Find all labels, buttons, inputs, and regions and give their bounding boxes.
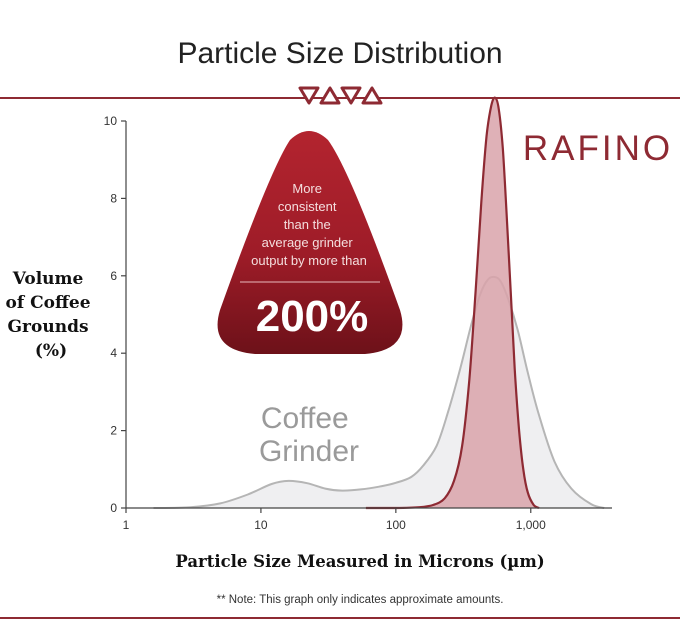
callout-value: 200% (256, 292, 369, 341)
series-label-line: Coffee (261, 402, 349, 435)
brand-name: RAFINO (523, 129, 673, 168)
x-tick-label: 100 (386, 518, 406, 532)
callout-text-line: than the (284, 217, 331, 232)
series-label-line: Grinder (259, 435, 359, 468)
y-axis-label-line: Volume (12, 269, 84, 289)
callout-text-line: More (292, 181, 322, 196)
callout-text-line: consistent (278, 199, 337, 214)
callout-text-line: average grinder (262, 235, 354, 250)
callout-text-line: output by more than (251, 253, 367, 268)
y-axis-label-line: of Coffee (6, 293, 91, 313)
x-tick-label: 1,000 (516, 518, 546, 532)
series-line-rafino (365, 96, 540, 510)
x-tick-label: 1 (123, 518, 130, 532)
x-tick-label: 10 (254, 518, 268, 532)
triangle-ornament-icon (298, 86, 383, 105)
ticks: 0 2 4 6 8 10 1 10 100 1,000 (104, 114, 546, 532)
series-layer (153, 96, 605, 510)
x-axis-label: Particle Size Measured in Microns (µm) (175, 552, 544, 571)
y-tick-label: 4 (110, 346, 117, 360)
consistency-callout: More consistent than the average grinder… (217, 131, 403, 354)
y-tick-label: 6 (110, 269, 117, 283)
y-tick-label: 10 (104, 114, 118, 128)
y-axis-label-line: Grounds (8, 317, 89, 337)
y-tick-label: 0 (110, 501, 117, 515)
series-line-coffee-grinder (153, 275, 605, 509)
callout-text: More consistent than the average grinder… (251, 181, 367, 268)
series-area-rafino (365, 97, 539, 508)
y-tick-label: 8 (110, 191, 117, 205)
y-axis-label: Volume of Coffee Grounds (%) (6, 269, 97, 361)
footnote: ** Note: This graph only indicates appro… (217, 594, 504, 606)
callout-shape (217, 131, 403, 354)
y-axis-label-line: (%) (35, 341, 67, 361)
y-tick-label: 2 (110, 424, 117, 438)
brand-logo: RAFINO (523, 129, 673, 168)
series-label-coffee-grinder: Coffee Grinder (259, 402, 359, 468)
chart-title: Particle Size Distribution (177, 37, 502, 70)
